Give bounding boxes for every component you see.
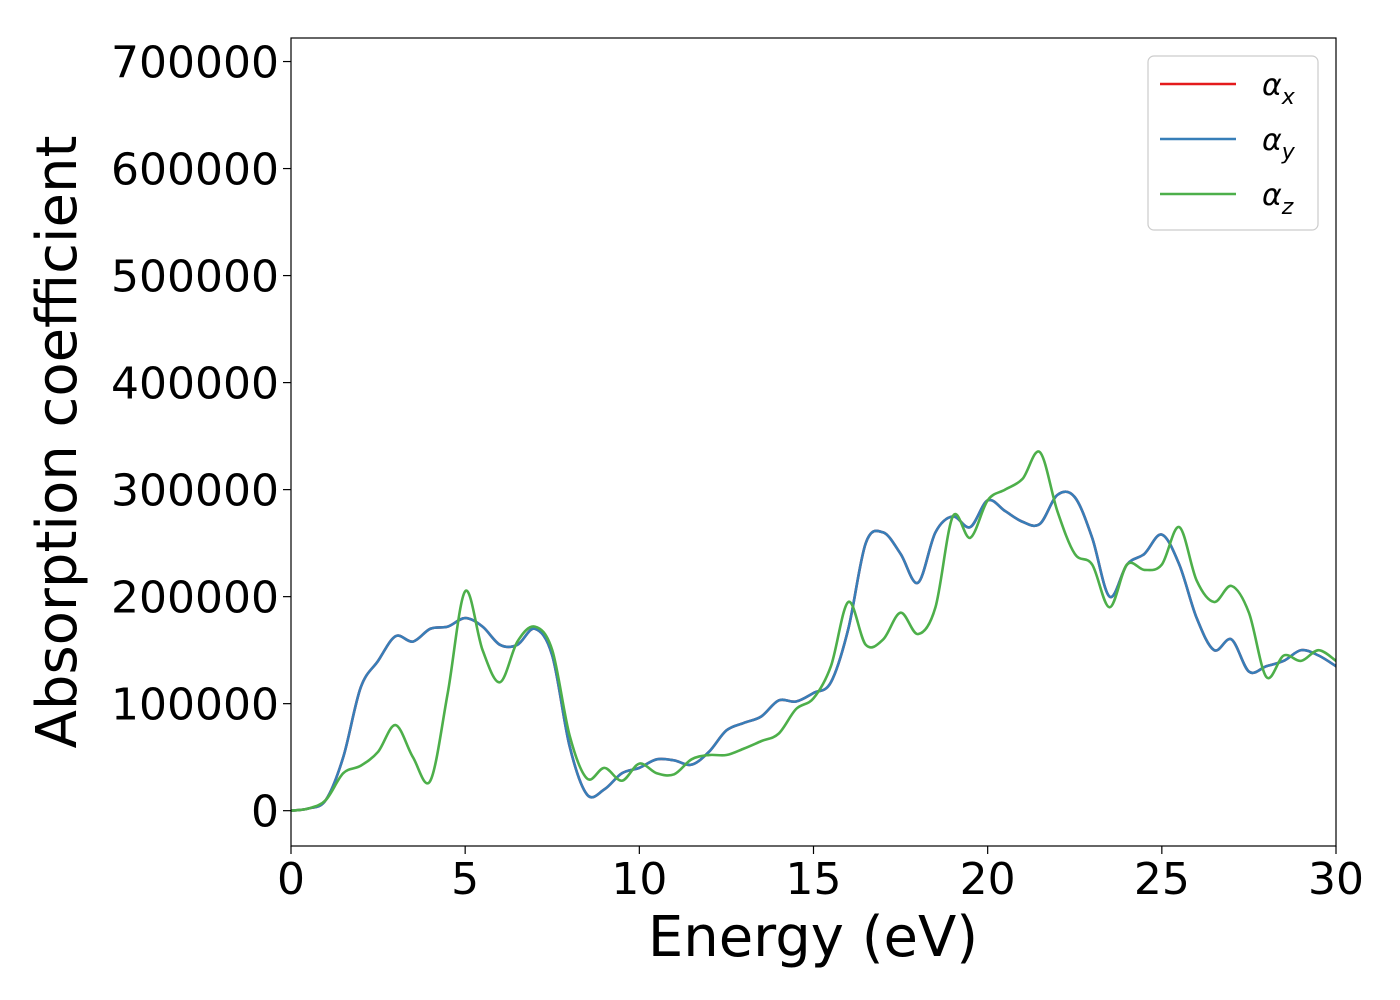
legend-label-x: αx: [1262, 68, 1296, 110]
y-axis: 0 100000 200000 300000 400000 500000 600000 700…: [111, 38, 291, 838]
legend: αx αy αz: [1147, 55, 1319, 231]
x-tick-label: 20: [960, 854, 1016, 905]
legend-box: [1147, 55, 1319, 231]
y-tick-label: 0: [251, 787, 279, 838]
legend-label-y: αy: [1262, 123, 1296, 165]
legend-label-z: αz: [1262, 178, 1294, 220]
x-axis: 0 5 10 15 20 25 30: [277, 846, 1364, 905]
y-tick-label: 600000: [111, 145, 279, 196]
y-tick-label: 700000: [111, 38, 279, 89]
x-tick-label: 10: [611, 854, 667, 905]
y-axis-label: Absorption coefficient: [25, 136, 90, 749]
x-axis-label: Energy (eV): [648, 905, 978, 970]
x-tick-label: 15: [786, 854, 842, 905]
x-tick-label: 25: [1134, 854, 1190, 905]
series-line-z: [291, 450, 1336, 812]
y-tick-label: 400000: [111, 359, 279, 410]
x-tick-label: 0: [277, 854, 305, 905]
x-tick-label: 30: [1308, 854, 1364, 905]
series-line-x: [291, 490, 1336, 812]
series-layer: [291, 450, 1336, 812]
y-tick-label: 100000: [111, 680, 279, 731]
x-tick-label: 5: [451, 854, 479, 905]
y-tick-label: 200000: [111, 573, 279, 624]
series-line-y: [291, 490, 1336, 812]
y-tick-label: 300000: [111, 466, 279, 517]
y-tick-label: 500000: [111, 252, 279, 303]
